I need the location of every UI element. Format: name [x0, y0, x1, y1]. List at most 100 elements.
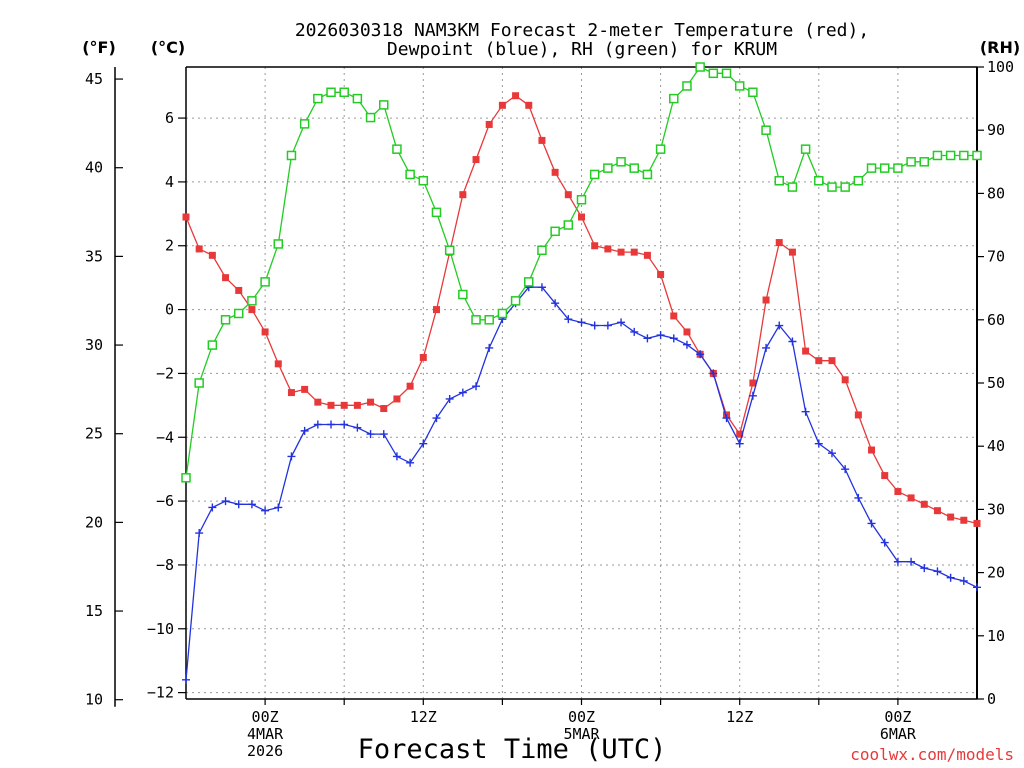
rh-tick-label: 50	[987, 374, 1005, 392]
temperature-point	[248, 306, 256, 314]
temperature-point	[881, 472, 889, 480]
fahrenheit-tick-label: 25	[85, 425, 103, 443]
rh-point	[313, 93, 323, 104]
dewpoint-point	[327, 420, 336, 429]
chart-title: 2026030318 NAM3KM Forecast 2-meter Tempe…	[295, 20, 869, 60]
dewpoint-point	[445, 394, 454, 403]
dewpoint-point	[274, 503, 283, 512]
temperature-point	[314, 398, 322, 406]
rh-point	[695, 62, 705, 72]
axes: 1015202530354045−12−10−8−6−4−20246010203…	[85, 58, 1014, 760]
rh-point	[563, 220, 574, 230]
temperature-point	[960, 516, 968, 524]
temperature-point	[657, 270, 665, 278]
rh-point	[392, 144, 402, 154]
temperature-point	[538, 136, 546, 144]
rh-point	[629, 163, 639, 173]
dewpoint-point	[933, 567, 942, 576]
celsius-tick-label: 2	[165, 237, 174, 255]
rh-point	[840, 182, 850, 192]
dewpoint-point	[682, 340, 691, 349]
x-tick-label: 00Z	[884, 708, 911, 726]
rh-tick-label: 10	[987, 627, 1005, 645]
x-tick-label: 4MAR	[247, 725, 284, 743]
series-layer	[181, 62, 982, 684]
x-tick-label: 12Z	[726, 708, 753, 726]
celsius-tick-label: −10	[147, 620, 174, 638]
temperature-point	[815, 357, 823, 365]
fahrenheit-tick-label: 40	[85, 159, 103, 177]
rh-point	[471, 315, 481, 325]
dewpoint-point	[300, 426, 309, 435]
temperature-point	[643, 251, 651, 259]
temperature-point	[406, 382, 414, 390]
dewpoint-point	[748, 391, 757, 400]
dewpoint-point	[920, 564, 929, 573]
celsius-tick-label: −4	[156, 428, 174, 446]
dewpoint-point	[195, 529, 204, 538]
rh-point	[642, 169, 653, 180]
fahrenheit-tick-label: 45	[85, 70, 103, 88]
rh-point	[181, 473, 191, 483]
temperature-point	[907, 494, 915, 502]
temperature-point	[512, 92, 520, 100]
rh-point	[734, 81, 745, 91]
dewpoint-point	[485, 343, 494, 352]
dewpoint-point	[577, 318, 586, 327]
rh-point	[286, 150, 297, 161]
rh-point	[774, 176, 784, 186]
rh-point	[524, 277, 534, 287]
x-tick-label: 2026	[247, 742, 283, 760]
dewpoint-point	[959, 576, 968, 585]
dewpoint-point	[854, 493, 863, 502]
rh-point	[932, 150, 943, 161]
fahrenheit-tick-label: 30	[85, 336, 103, 354]
title-line-2: Dewpoint (blue), RH (green) for KRUM	[387, 39, 777, 60]
dewpoint-point	[946, 573, 955, 582]
temperature-point	[367, 398, 375, 406]
rh-point	[616, 157, 626, 167]
x-tick-label: 5MAR	[563, 725, 600, 743]
fahrenheit-tick-label: 10	[85, 691, 103, 709]
rh-point	[879, 163, 890, 173]
rh-point	[458, 289, 468, 300]
temperature-point	[736, 430, 744, 438]
celsius-tick-label: −2	[156, 364, 174, 382]
dewpoint-point	[379, 430, 388, 439]
rh-point	[379, 100, 389, 110]
temperature-point	[894, 488, 902, 496]
temperature-point	[182, 213, 190, 221]
dewpoint-point	[709, 369, 718, 378]
rh-point	[919, 157, 930, 167]
temperature-point	[947, 513, 955, 521]
dewpoint-point	[353, 423, 362, 432]
credit-text: coolwx.com/models	[850, 745, 1014, 764]
dewpoint-point	[537, 283, 546, 292]
temperature-point	[432, 306, 440, 314]
x-tick-label: 00Z	[568, 708, 595, 726]
temperature-point	[472, 156, 480, 164]
temperature-point	[854, 411, 862, 419]
temperature-point	[578, 213, 585, 221]
temperature-point	[617, 248, 625, 256]
dewpoint-point	[617, 318, 626, 327]
rh-point	[510, 296, 521, 306]
rh-point	[589, 169, 600, 180]
rh-point	[207, 340, 218, 350]
celsius-tick-label: 0	[165, 301, 174, 319]
temperature-point	[340, 401, 348, 409]
rh-point	[431, 207, 442, 218]
title-line-1: 2026030318 NAM3KM Forecast 2-meter Tempe…	[295, 20, 869, 41]
temperature-point	[261, 328, 269, 336]
rh-point	[352, 93, 363, 104]
rh-point	[550, 226, 560, 237]
rh-point	[827, 182, 837, 192]
celsius-tick-label: −12	[147, 684, 174, 702]
temperature-point	[551, 168, 559, 176]
dewpoint-point	[735, 439, 744, 448]
temperature-point	[195, 245, 203, 253]
celsius-axis-label: (°C)	[151, 38, 185, 57]
dewpoint-point	[458, 388, 467, 397]
temperature-point	[235, 286, 243, 294]
